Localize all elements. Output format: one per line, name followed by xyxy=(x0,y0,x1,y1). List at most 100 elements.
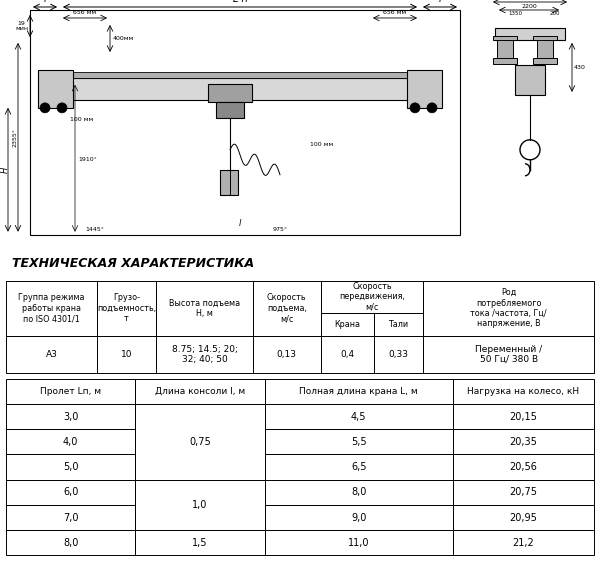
Text: l: l xyxy=(239,219,241,228)
Bar xyxy=(515,65,545,95)
Bar xyxy=(537,38,553,60)
Text: L п: L п xyxy=(233,0,247,4)
Bar xyxy=(6,505,136,530)
Bar xyxy=(493,58,517,64)
Text: Пролет Lп, м: Пролет Lп, м xyxy=(40,387,101,396)
Bar xyxy=(424,280,594,336)
Text: 1445°: 1445° xyxy=(86,227,104,232)
Bar xyxy=(253,280,320,336)
Bar xyxy=(97,336,156,373)
Bar xyxy=(265,530,453,555)
Text: 19
мин: 19 мин xyxy=(15,21,28,31)
Bar xyxy=(453,379,594,404)
Text: Нагрузка на колесо, кН: Нагрузка на колесо, кН xyxy=(467,387,580,396)
Bar xyxy=(6,336,97,373)
Text: l: l xyxy=(44,0,46,4)
Text: 7,0: 7,0 xyxy=(63,513,79,522)
Text: Скорость
подъема,
м/с: Скорость подъема, м/с xyxy=(267,293,307,323)
Bar xyxy=(320,280,424,312)
Bar xyxy=(453,530,594,555)
Text: l: l xyxy=(439,0,442,4)
Bar xyxy=(208,84,252,102)
Text: Крана: Крана xyxy=(334,320,360,329)
Bar xyxy=(265,429,453,454)
Bar xyxy=(493,36,517,40)
Text: 20,56: 20,56 xyxy=(509,462,538,472)
Text: 0,33: 0,33 xyxy=(388,350,409,359)
Text: 0,4: 0,4 xyxy=(340,350,354,359)
Text: 1350: 1350 xyxy=(508,11,522,16)
Text: 8,0: 8,0 xyxy=(63,538,79,548)
Bar xyxy=(60,78,420,100)
Text: 9,0: 9,0 xyxy=(351,513,367,522)
Bar xyxy=(497,38,513,60)
Bar xyxy=(136,480,265,530)
Circle shape xyxy=(427,103,437,113)
Bar xyxy=(60,72,420,78)
Bar xyxy=(156,336,253,373)
Text: 4,5: 4,5 xyxy=(351,412,367,421)
Bar xyxy=(265,505,453,530)
Text: 4,0: 4,0 xyxy=(63,437,79,447)
Bar xyxy=(6,454,136,480)
Text: 975°: 975° xyxy=(272,227,287,232)
Bar xyxy=(453,480,594,505)
Text: 2900: 2900 xyxy=(522,0,538,1)
Text: 1,0: 1,0 xyxy=(193,500,208,510)
Text: Род
потребляемого
тока /частота, Гц/
напряжение, В: Род потребляемого тока /частота, Гц/ нап… xyxy=(470,288,547,328)
Bar xyxy=(265,404,453,429)
Bar xyxy=(320,336,373,373)
Bar xyxy=(265,480,453,505)
Text: 1910°: 1910° xyxy=(78,157,97,162)
Text: 11,0: 11,0 xyxy=(348,538,370,548)
Text: 20,35: 20,35 xyxy=(509,437,538,447)
Bar xyxy=(495,28,565,40)
Text: 8.75; 14.5; 20;
32; 40; 50: 8.75; 14.5; 20; 32; 40; 50 xyxy=(172,345,238,364)
Text: H: H xyxy=(1,167,10,173)
Bar xyxy=(6,429,136,454)
Text: 21,2: 21,2 xyxy=(512,538,535,548)
Text: Тали: Тали xyxy=(388,320,409,329)
Text: 400мм: 400мм xyxy=(113,36,134,42)
Circle shape xyxy=(410,103,420,113)
Text: 20,15: 20,15 xyxy=(509,412,538,421)
Bar xyxy=(253,336,320,373)
Text: 6,0: 6,0 xyxy=(63,488,79,497)
Bar xyxy=(533,36,557,40)
Text: Грузо-
подъемность,
т: Грузо- подъемность, т xyxy=(97,293,156,323)
Text: 0,75: 0,75 xyxy=(189,437,211,447)
Text: Длина консоли l, м: Длина консоли l, м xyxy=(155,387,245,396)
Text: Полная длина крана L, м: Полная длина крана L, м xyxy=(299,387,418,396)
Text: ТЕХНИЧЕСКАЯ ХАРАКТЕРИСТИКА: ТЕХНИЧЕСКАЯ ХАРАКТЕРИСТИКА xyxy=(12,257,254,270)
Text: 100 мм: 100 мм xyxy=(310,142,333,148)
Text: 3,0: 3,0 xyxy=(63,412,79,421)
Text: Переменный /
50 Гц/ 380 В: Переменный / 50 Гц/ 380 В xyxy=(475,345,542,364)
Circle shape xyxy=(40,103,50,113)
Bar xyxy=(30,10,460,234)
Text: 2355°: 2355° xyxy=(13,128,17,147)
Bar xyxy=(136,404,265,480)
Text: 5,5: 5,5 xyxy=(351,437,367,447)
Text: 1,5: 1,5 xyxy=(192,538,208,548)
Text: 0,13: 0,13 xyxy=(277,350,297,359)
Bar xyxy=(453,404,594,429)
Bar xyxy=(453,454,594,480)
Bar xyxy=(265,379,453,404)
Text: 2200: 2200 xyxy=(521,4,537,9)
Bar xyxy=(453,505,594,530)
Bar xyxy=(320,312,373,336)
Bar xyxy=(6,379,136,404)
Text: 10: 10 xyxy=(121,350,132,359)
Text: 5,0: 5,0 xyxy=(63,462,79,472)
Bar xyxy=(97,280,156,336)
Bar xyxy=(156,280,253,336)
Text: 100 мм: 100 мм xyxy=(70,117,93,122)
Bar xyxy=(373,312,424,336)
Bar xyxy=(6,280,97,336)
Bar xyxy=(533,58,557,64)
Text: 430: 430 xyxy=(574,66,586,70)
Text: 200: 200 xyxy=(550,11,560,16)
Bar xyxy=(220,170,238,195)
Text: 6,5: 6,5 xyxy=(351,462,367,472)
Bar xyxy=(373,336,424,373)
